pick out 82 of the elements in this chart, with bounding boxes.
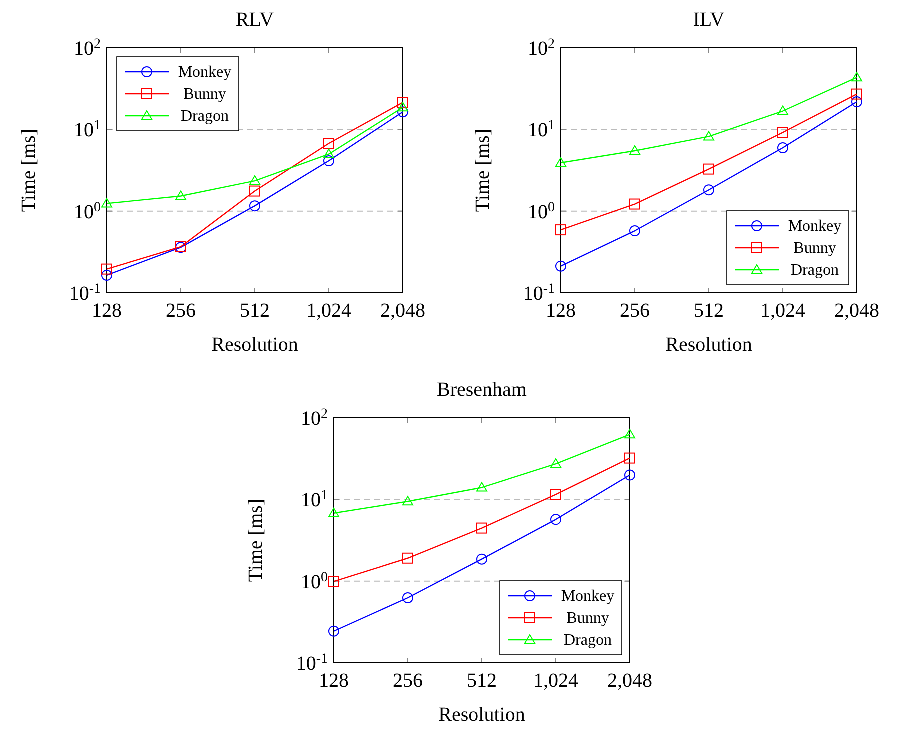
- chart-title: Bresenham: [437, 379, 528, 401]
- x-tick-label: 256: [620, 300, 650, 322]
- legend-label: Dragon: [181, 108, 229, 125]
- point: [630, 198, 640, 210]
- point: [704, 164, 714, 175]
- x-tick-label: 2,048: [380, 300, 426, 322]
- point: [624, 452, 636, 464]
- x-tick-label: 512: [240, 300, 270, 322]
- point: [324, 138, 334, 150]
- y-tick-label: 10$^{0}$: [74, 200, 101, 224]
- x-tick-label: 1,024: [306, 300, 352, 322]
- point: [402, 592, 414, 604]
- point: [250, 200, 260, 212]
- point: [328, 508, 340, 518]
- point: [550, 489, 562, 500]
- point: [176, 190, 186, 200]
- legend-label: Bunny: [184, 86, 226, 103]
- legend-label: Dragon: [791, 262, 839, 279]
- y-tick-label: 10$^{0}$: [528, 200, 555, 224]
- x-axis-title: Resolution: [438, 704, 526, 726]
- point: [324, 156, 334, 167]
- point: [550, 458, 562, 468]
- legend-label: Dragon: [564, 632, 612, 649]
- point: [398, 102, 408, 112]
- legend-label: Bunny: [794, 240, 836, 257]
- point: [704, 184, 714, 196]
- point: [630, 226, 640, 237]
- y-tick-label: 10$^{0}$: [301, 570, 328, 594]
- point: [324, 148, 334, 158]
- legend-label: Monkey: [561, 588, 615, 605]
- x-tick-label: 2,048: [608, 670, 652, 692]
- point: [778, 127, 788, 138]
- point: [102, 264, 112, 275]
- x-axis-title: Resolution: [212, 334, 298, 356]
- x-axis-title: Resolution: [666, 334, 752, 356]
- point: [630, 146, 640, 155]
- point: [402, 552, 414, 564]
- point: [704, 131, 714, 141]
- x-tick-label: 512: [694, 300, 724, 322]
- point: [102, 270, 112, 281]
- legend-label: Monkey: [178, 64, 232, 81]
- point: [556, 224, 566, 236]
- x-tick-label: 1,024: [534, 670, 578, 692]
- y-axis-title: Time [ms]: [472, 128, 494, 212]
- point: [624, 470, 636, 481]
- chart-title: ILV: [693, 9, 726, 31]
- x-tick-label: 512: [467, 670, 497, 692]
- y-tick-label: 10$^{2}$: [528, 36, 555, 60]
- point: [476, 554, 488, 565]
- point: [476, 482, 488, 492]
- x-tick-label: 256: [166, 300, 196, 322]
- point: [398, 106, 408, 118]
- point: [476, 522, 488, 534]
- point: [102, 198, 112, 208]
- x-tick-label: 256: [393, 670, 423, 692]
- point: [550, 514, 562, 526]
- point: [398, 97, 408, 108]
- y-tick-label: 10$^{1}$: [528, 118, 555, 142]
- y-tick-label: 10$^{1}$: [74, 118, 101, 142]
- y-tick-label: 10$^{1}$: [301, 488, 328, 512]
- chart-title: RLV: [236, 9, 275, 31]
- x-tick-label: 2,048: [834, 300, 880, 322]
- point: [250, 186, 260, 197]
- point: [852, 96, 862, 108]
- point: [624, 429, 636, 439]
- point: [402, 496, 414, 506]
- y-axis-title: Time [ms]: [245, 498, 267, 582]
- point: [852, 88, 862, 100]
- y-axis-title: Time [ms]: [18, 128, 40, 212]
- legend-label: Bunny: [566, 610, 610, 627]
- y-tick-label: 10$^{2}$: [74, 36, 101, 60]
- point: [556, 157, 566, 167]
- point: [328, 576, 340, 588]
- x-tick-label: 1,024: [760, 300, 806, 322]
- point: [778, 142, 788, 154]
- point: [852, 72, 862, 82]
- point: [778, 106, 788, 116]
- point: [250, 176, 260, 186]
- legend-label: Monkey: [788, 218, 842, 235]
- point: [556, 260, 566, 272]
- point: [328, 626, 340, 637]
- y-tick-label: 10$^{2}$: [301, 406, 328, 430]
